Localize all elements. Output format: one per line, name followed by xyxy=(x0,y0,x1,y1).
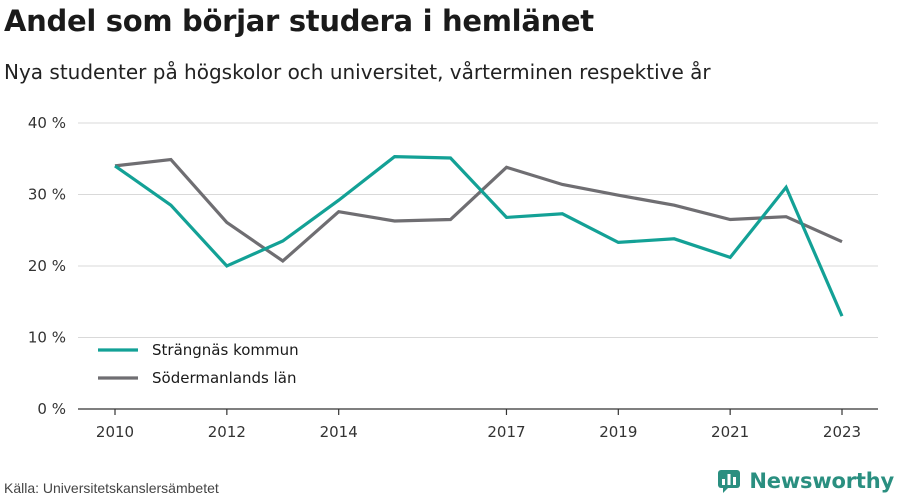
legend-label: Södermanlands län xyxy=(152,369,297,387)
y-tick-label: 30 % xyxy=(28,186,66,204)
bar-chart-logo-icon xyxy=(718,470,741,493)
x-tick-label: 2023 xyxy=(823,423,861,441)
source-note: Källa: Universitetskanslersämbetet xyxy=(4,480,219,496)
brand-name: Newsworthy xyxy=(749,469,894,493)
legend-label: Strängnäs kommun xyxy=(152,341,299,359)
chart-title: Andel som börjar studera i hemlänet xyxy=(4,4,594,38)
x-tick-label: 2019 xyxy=(599,423,637,441)
x-tick-label: 2017 xyxy=(487,423,525,441)
line-chart: 0 % 10 % 20 % 30 % 40 % 2010 2012 2014 2017 2019 2… xyxy=(28,114,878,441)
x-tick-label: 2010 xyxy=(96,423,134,441)
chart-subtitle: Nya studenter på högskolor och universit… xyxy=(4,60,711,84)
x-tick-label: 2014 xyxy=(320,423,358,441)
x-tick-label: 2021 xyxy=(711,423,749,441)
brand-logo[interactable]: Newsworthy xyxy=(717,468,894,494)
x-tick-label: 2012 xyxy=(208,423,246,441)
y-tick-label: 10 % xyxy=(28,329,66,347)
y-tick-label: 40 % xyxy=(28,114,66,132)
series-line-1 xyxy=(114,154,844,317)
y-tick-label: 20 % xyxy=(28,257,66,275)
series-line-2 xyxy=(114,157,843,264)
y-tick-label: 0 % xyxy=(37,400,66,418)
